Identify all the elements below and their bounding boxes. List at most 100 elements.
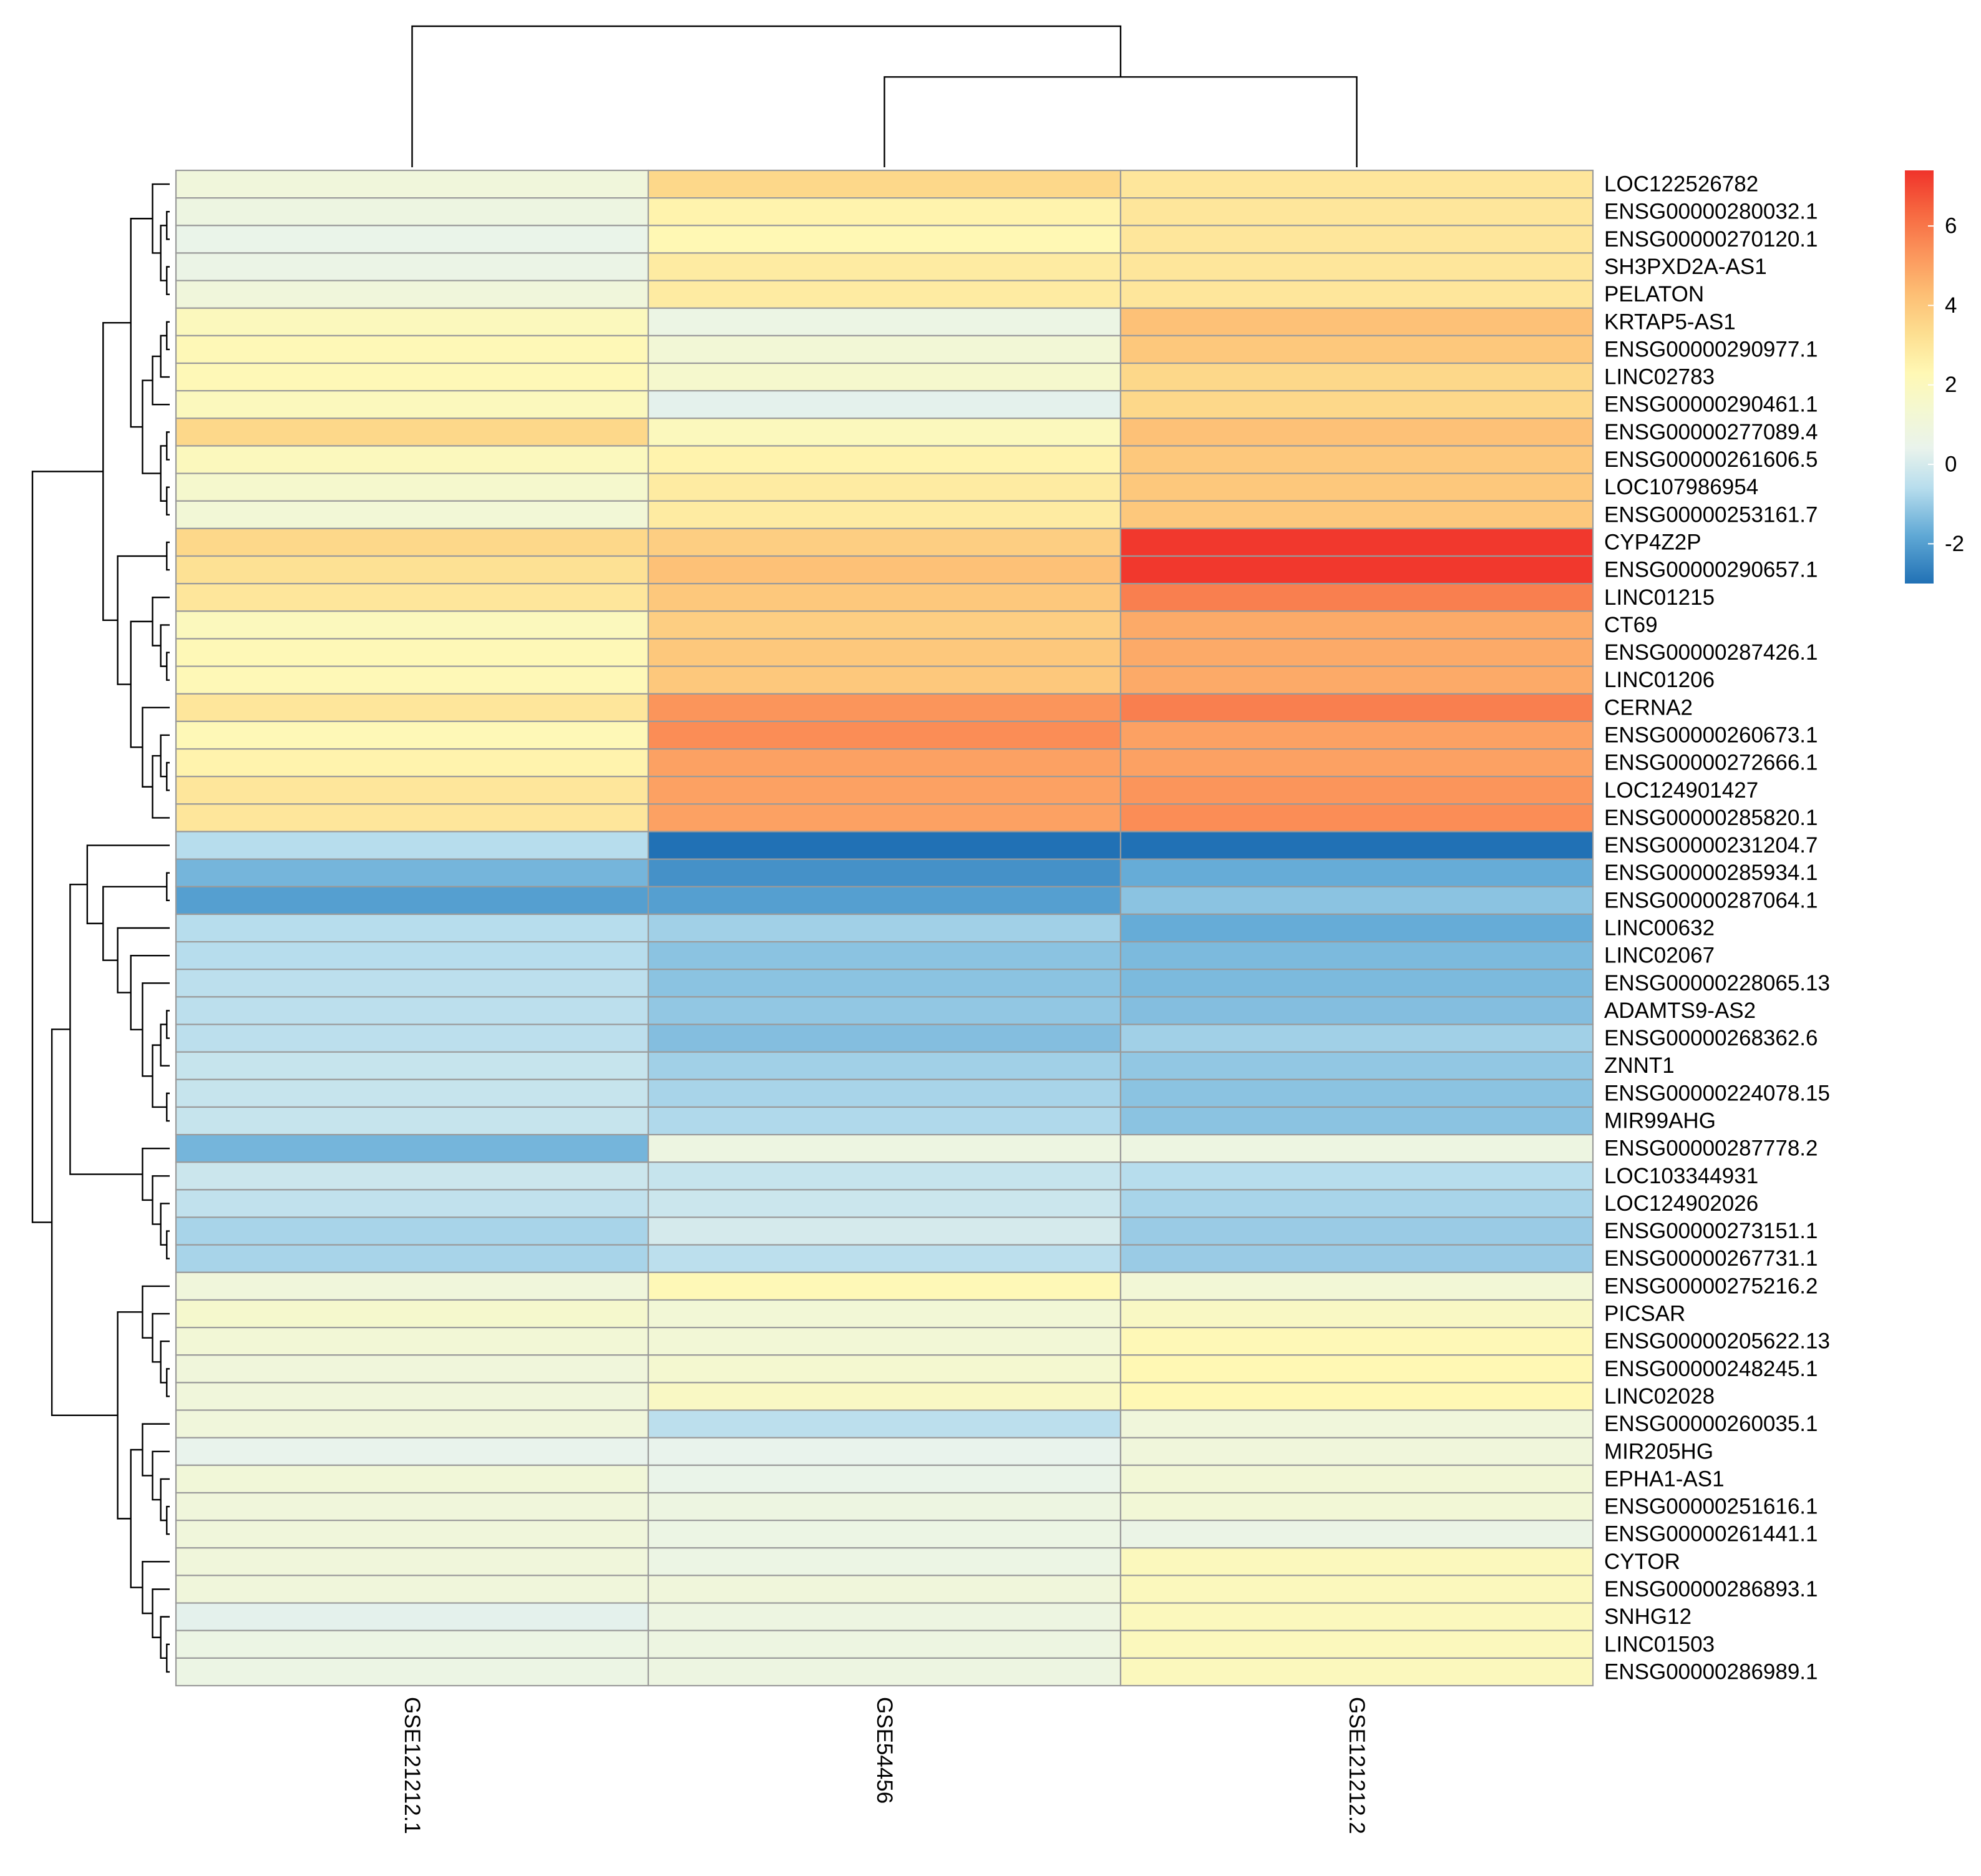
heatmap-cell [1119,1629,1594,1659]
row-dendrogram-branch [166,431,170,461]
heatmap-cell [175,555,650,585]
heatmap-cell [175,913,650,943]
heatmap-cell [175,169,650,199]
colorbar-tick-label: -2 [1945,532,1964,556]
heatmap-cell [175,1602,650,1631]
heatmap-cell [647,831,1122,860]
heatmap-cell [175,1189,650,1218]
row-label: LINC01206 [1604,668,1715,692]
heatmap-cell [1119,169,1594,199]
heatmap-cell [175,1575,650,1604]
row-label: ENSG00000290657.1 [1604,558,1818,582]
heatmap-cell [647,969,1122,998]
heatmap-cell [175,362,650,392]
heatmap-cell [1119,252,1594,281]
row-label: ENSG00000253161.7 [1604,502,1818,527]
row-label: ENSG00000287064.1 [1604,888,1818,912]
heatmap-cell [175,1629,650,1659]
colorbar-tick-label: 2 [1945,373,1957,397]
heatmap-cells [175,169,1594,1687]
row-label: LINC02783 [1604,365,1715,389]
row-label: LINC01215 [1604,585,1715,610]
row-label: LOC103344931 [1604,1164,1758,1188]
column-label: GSE54456 [872,1697,897,1804]
colorbar-ticks: -2 0 2 4 6 [1928,214,1964,556]
heatmap-cell [175,720,650,750]
heatmap-cell [1119,1161,1594,1191]
heatmap-cell [1119,996,1594,1025]
row-dendrogram-branch [166,211,170,240]
row-dendrogram-branch [152,183,170,254]
heatmap-cell [175,527,650,557]
row-dendrogram-branch [166,1505,170,1535]
heatmap-cell [1119,610,1594,640]
heatmap-cell [647,1078,1122,1108]
row-dendrogram-branch [160,1023,170,1067]
heatmap-cell [175,638,650,667]
heatmap-cell [647,225,1122,254]
heatmap-cell [175,1354,650,1384]
heatmap-cell [647,252,1122,281]
row-label: ENSG00000277089.4 [1604,420,1818,444]
row-label: ADAMTS9-AS2 [1604,999,1756,1023]
row-label: ENSG00000228065.13 [1604,971,1830,995]
row-dendrogram-branch [166,486,170,516]
heatmap-cell [1119,1106,1594,1136]
color-legend: -2 0 2 4 6 [1905,170,1964,584]
heatmap-cell [175,1023,650,1053]
heatmap-cell [175,1464,650,1494]
row-dendrogram-branch [166,266,170,295]
heatmap-cell [175,886,650,916]
row-dendrogram-branch [160,225,167,281]
heatmap-cell [1119,500,1594,529]
row-dendrogram-branch [166,541,170,571]
row-label: LOC124901427 [1604,778,1758,803]
heatmap-cell [1119,445,1594,474]
heatmap-cell [647,1437,1122,1466]
row-label: ENSG00000287778.2 [1604,1136,1818,1161]
row-dendrogram [31,183,170,1673]
row-label: ENSG00000280032.1 [1604,200,1818,224]
row-dendrogram-branch [142,1561,170,1615]
heatmap-cell [175,445,650,474]
heatmap-cell [1119,1051,1594,1080]
heatmap-cell [1119,1216,1594,1246]
heatmap-cell [1119,665,1594,695]
heatmap-cell [647,1492,1122,1522]
heatmap-cell [1119,527,1594,557]
heatmap-cell [175,1657,650,1687]
heatmap-cell [1119,1078,1594,1108]
heatmap-cell [1119,1492,1594,1522]
heatmap-cell [647,1657,1122,1687]
row-label: ENSG00000248245.1 [1604,1357,1818,1381]
row-label: KRTAP5-AS1 [1604,310,1736,334]
heatmap-cell [1119,1464,1594,1494]
heatmap-cell [1119,858,1594,887]
heatmap-cell [1119,1189,1594,1218]
heatmap-cell [1119,1354,1594,1384]
heatmap-cell [1119,307,1594,336]
row-dendrogram-branch [130,218,153,428]
heatmap-cell [1119,555,1594,585]
heatmap-cell [647,665,1122,695]
heatmap-cell [1119,1409,1594,1439]
heatmap-cell [647,1244,1122,1273]
heatmap-cell [175,748,650,778]
row-label: ENSG00000224078.15 [1604,1081,1830,1105]
heatmap-cell [1119,1547,1594,1576]
heatmap-cell [647,1629,1122,1659]
heatmap-cell [647,776,1122,805]
heatmap-cell [175,1382,650,1411]
row-label: CERNA2 [1604,695,1693,720]
row-dendrogram-branch [152,597,170,647]
column-label: GSE121212.2 [1345,1697,1369,1834]
row-label: ENSG00000290977.1 [1604,337,1818,361]
row-dendrogram-branch [142,1423,170,1477]
heatmap-cell [1119,776,1594,805]
heatmap-cell [1119,1575,1594,1604]
heatmap-cell [647,583,1122,612]
row-label: ENSG00000273151.1 [1604,1219,1818,1243]
heatmap-cell [647,307,1122,336]
row-dendrogram-branch [166,1643,170,1673]
heatmap-cell [647,610,1122,640]
